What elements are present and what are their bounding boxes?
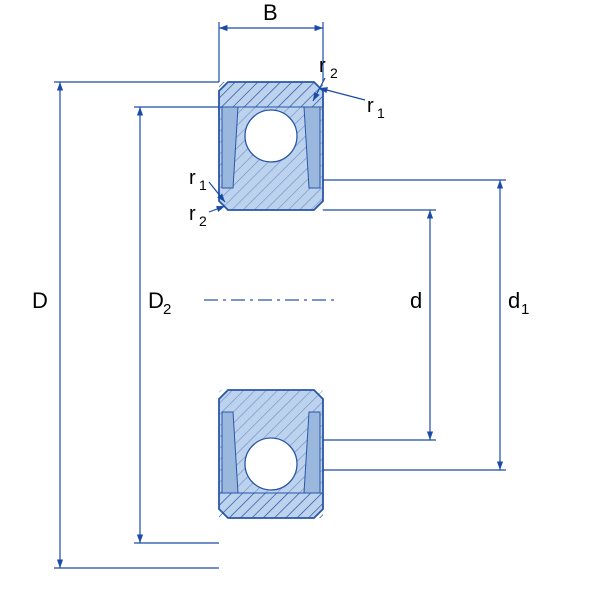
label-r2-inner: r <box>189 203 196 225</box>
label-D: D <box>32 288 48 313</box>
label-d1-sub: 1 <box>521 301 529 318</box>
label-D2: D <box>148 288 164 313</box>
label-D2-sub: 2 <box>163 301 171 318</box>
label-B: B <box>263 0 278 25</box>
label-d1: d <box>508 288 520 313</box>
label-r1-inner-sub: 1 <box>199 177 207 193</box>
label-r2-outer-sub: 2 <box>330 65 338 81</box>
label-r2-inner-sub: 2 <box>199 213 207 229</box>
bearing-diagram: BDD2dd1r1r2r1r2 <box>0 0 600 600</box>
label-r1-inner: r <box>189 167 196 189</box>
label-r1-outer: r <box>367 95 374 117</box>
label-r1-outer-sub: 1 <box>377 105 385 121</box>
label-r2-outer: r <box>319 55 326 77</box>
label-d: d <box>410 288 422 313</box>
